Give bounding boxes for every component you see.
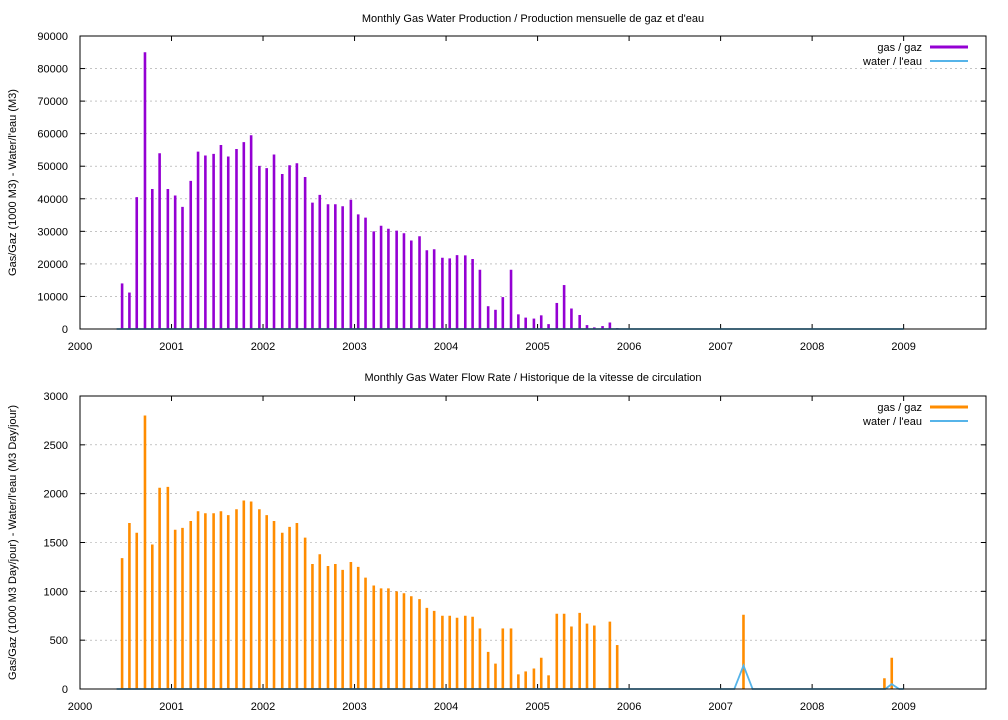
x-tick-label: 2008 [800,701,824,713]
y-tick-label: 80000 [37,64,68,76]
y-axis-title: Gas/Gaz (1000 M3 Day/jour) - Water/l'eau… [7,405,19,680]
x-tick-label: 2005 [525,341,549,353]
x-tick-label: 2005 [525,701,549,713]
y-tick-label: 30000 [37,226,68,238]
y-tick-label: 90000 [37,31,68,43]
y-tick-label: 10000 [37,291,68,303]
plot-frame [79,395,987,690]
x-tick-label: 2006 [617,701,641,713]
legend-label: water / l'eau [862,416,922,428]
x-tick-label: 2000 [68,341,92,353]
x-tick-label: 2003 [342,701,366,713]
series-1 [120,52,619,329]
x-tick-label: 2006 [617,341,641,353]
x-tick-label: 2002 [251,701,275,713]
y-axis-title: Gas/Gaz (1000 M3) - Water/l'eau (M3) [7,89,19,276]
y-tick-label: 70000 [37,96,68,108]
x-tick-label: 2007 [708,341,732,353]
x-tick-label: 2003 [342,341,366,353]
y-tick-label: 1500 [44,538,68,550]
x-tick-label: 2009 [891,701,915,713]
legend-label: water / l'eau [862,56,922,68]
plot-frame [79,35,987,330]
chart-title: Monthly Gas Water Flow Rate / Historique… [364,372,701,384]
x-tick-label: 2001 [159,341,183,353]
y-tick-label: 0 [62,324,68,336]
chart-title: Monthly Gas Water Production / Productio… [362,13,704,25]
chart-panel-2: Monthly Gas Water Flow Rate / Historique… [7,372,987,713]
y-tick-label: 3000 [44,391,68,403]
legend-label: gas / gaz [877,402,922,414]
x-tick-label: 2001 [159,701,183,713]
chart-panel-1: Monthly Gas Water Production / Productio… [7,13,987,353]
x-tick-label: 2007 [708,701,732,713]
x-tick-label: 2000 [68,701,92,713]
y-tick-label: 500 [50,635,68,647]
series-1 [120,415,894,689]
y-tick-label: 0 [62,684,68,696]
x-tick-label: 2002 [251,341,275,353]
legend-label: gas / gaz [877,42,922,54]
y-tick-label: 40000 [37,194,68,206]
y-tick-label: 2500 [44,440,68,452]
x-tick-label: 2004 [434,701,458,713]
y-tick-label: 1000 [44,586,68,598]
x-tick-label: 2009 [891,341,915,353]
x-tick-label: 2004 [434,341,458,353]
x-tick-label: 2008 [800,341,824,353]
y-tick-label: 60000 [37,129,68,141]
y-tick-label: 2000 [44,489,68,501]
y-tick-label: 50000 [37,161,68,173]
y-tick-label: 20000 [37,259,68,271]
